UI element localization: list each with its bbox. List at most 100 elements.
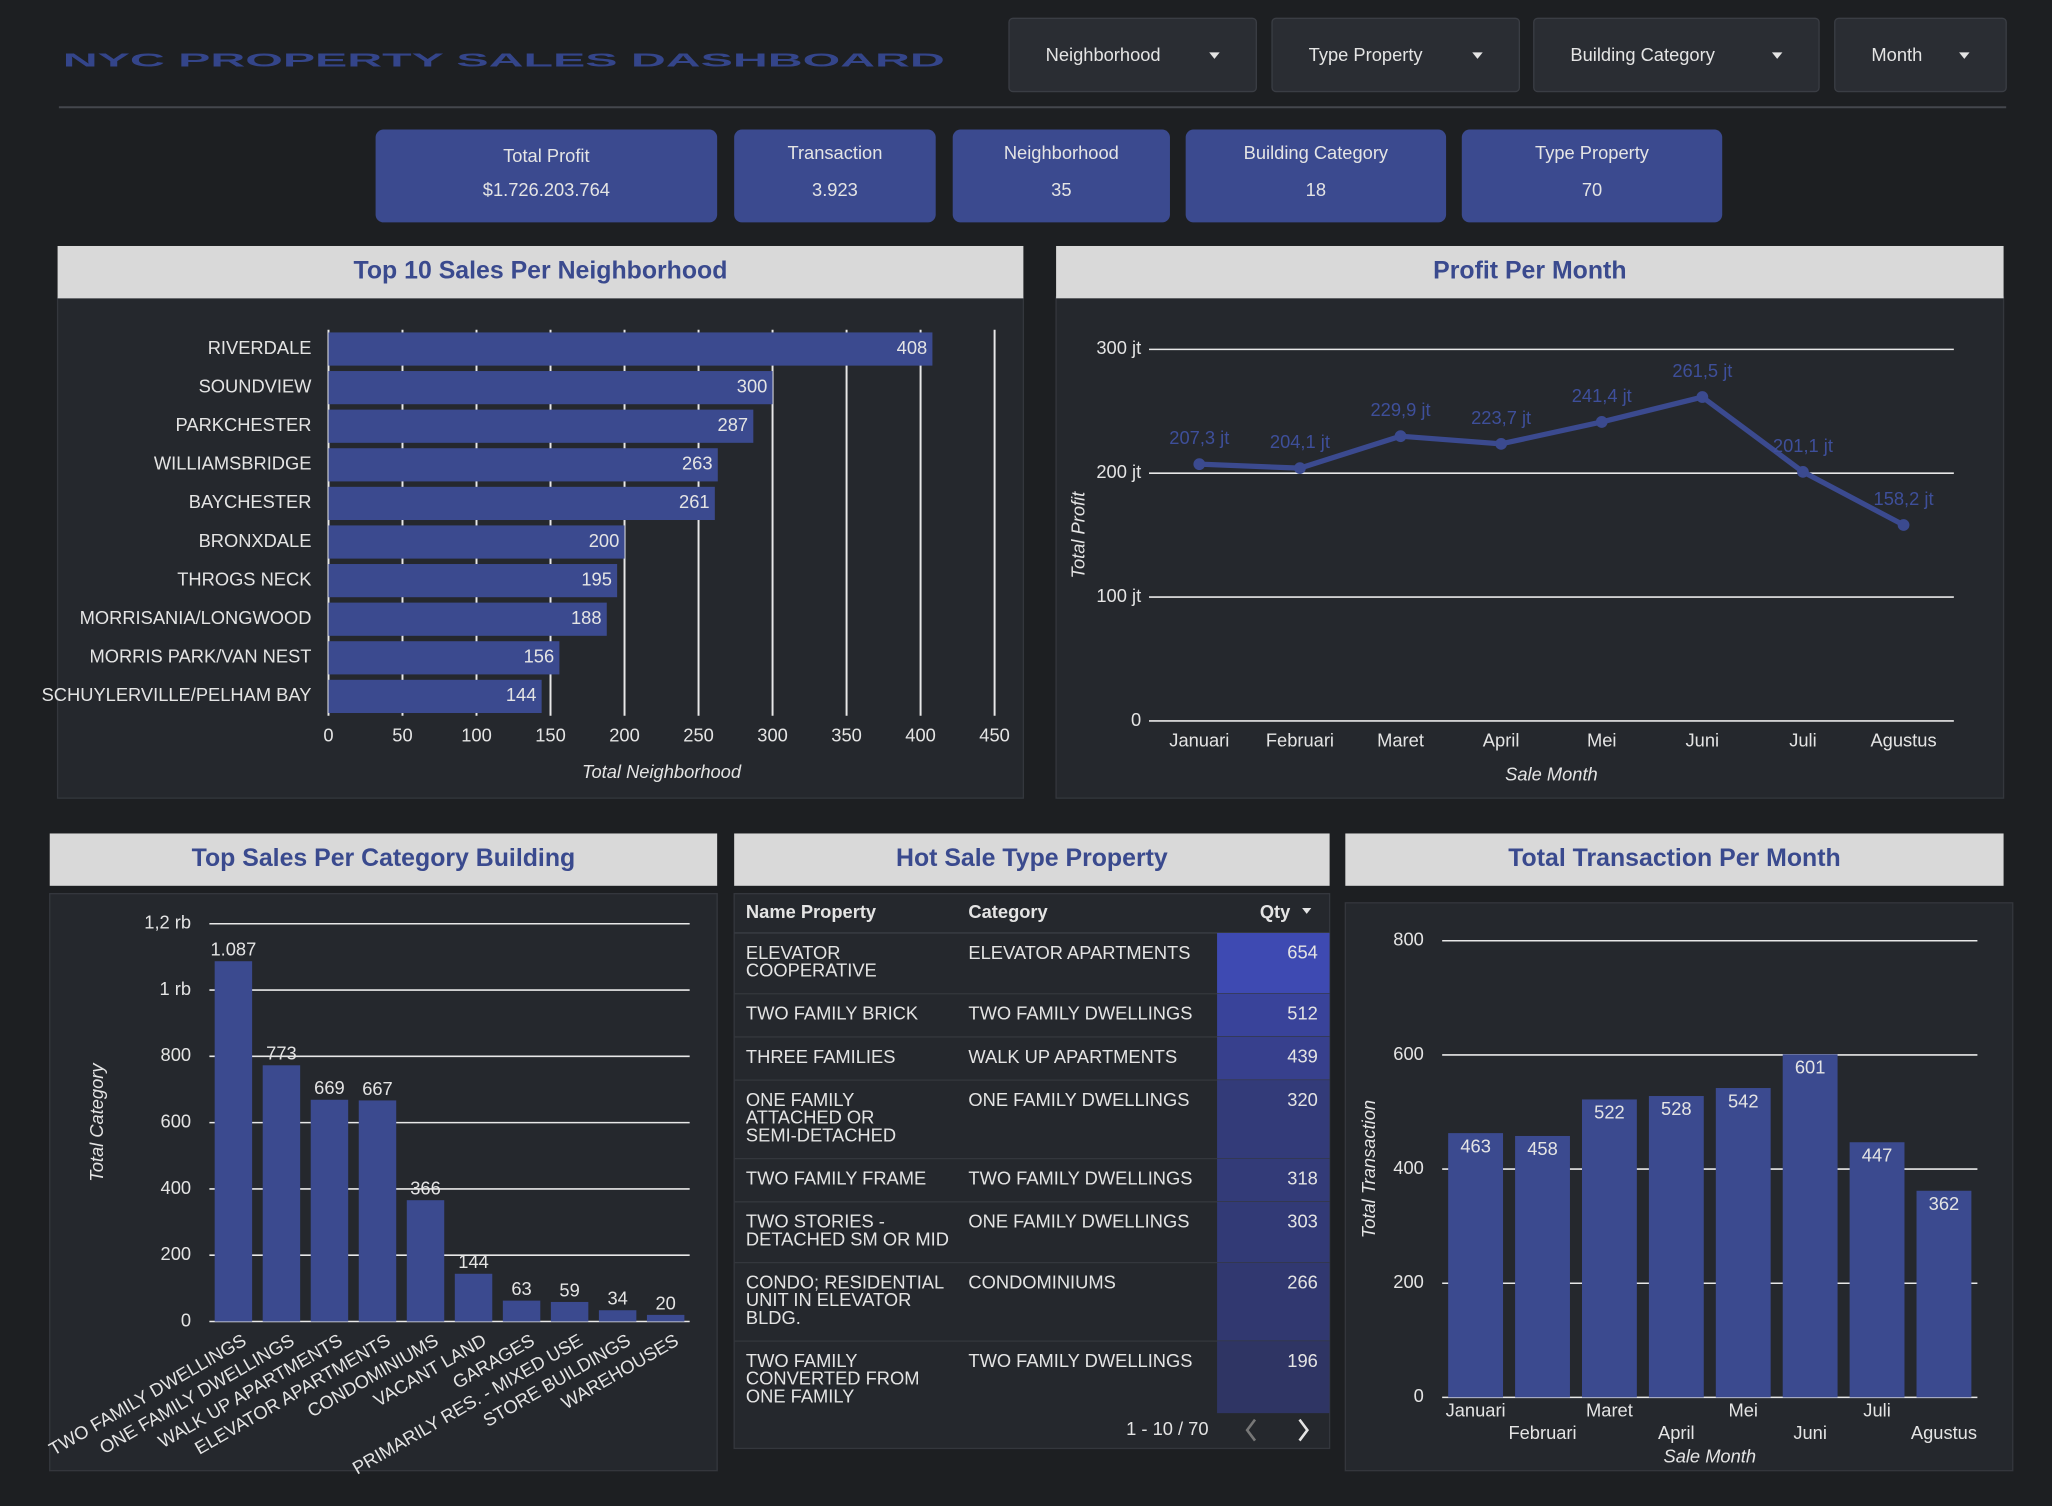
value-label: 362: [1929, 1193, 1960, 1214]
y-tick-label: 0: [181, 1309, 191, 1330]
x-tick-label: 250: [683, 724, 714, 745]
column-header: Category: [968, 901, 1048, 922]
point: [1696, 391, 1709, 403]
kpi-card: [1185, 129, 1447, 223]
point: [1294, 462, 1306, 475]
panel-title: Profit Per Month: [1433, 257, 1626, 285]
cell-qty: 320: [1287, 1089, 1318, 1110]
filter-label: Month: [1871, 44, 1922, 65]
value-label: 241,4 jt: [1572, 385, 1632, 406]
value-label: 773: [266, 1043, 297, 1064]
cell-qty: 512: [1287, 1003, 1318, 1024]
x-tick-label: 50: [392, 724, 412, 745]
kpi-card: [952, 129, 1170, 223]
x-tick-label: Januari: [1446, 1400, 1506, 1421]
y-tick-label: SOUNDVIEW: [199, 375, 313, 396]
y-tick-label: 600: [161, 1110, 192, 1131]
y-tick-label: 0: [1131, 709, 1141, 730]
bar: [328, 525, 625, 559]
value-label: 63: [511, 1278, 531, 1299]
bar: [328, 409, 754, 443]
point: [1797, 465, 1809, 478]
y-tick-label: RIVERDALE: [208, 337, 312, 358]
y-tick-label: BRONXDALE: [199, 530, 312, 551]
bar: [214, 961, 253, 1322]
y-tick-label: 600: [1393, 1043, 1424, 1064]
panel-title: Total Transaction Per Month: [1508, 844, 1840, 872]
value-label: 20: [655, 1292, 675, 1313]
value-label: 601: [1795, 1057, 1826, 1078]
bar: [310, 1099, 349, 1322]
line: [1199, 394, 1905, 528]
bar: [328, 679, 542, 714]
qty-cell: [1217, 1158, 1330, 1202]
x-tick-label: Februari: [1266, 730, 1334, 751]
bar: [328, 602, 607, 636]
value-label: 408: [897, 337, 928, 358]
y-tick-label: 100 jt: [1096, 585, 1141, 606]
kpi-label: Building Category: [1244, 142, 1389, 163]
y-tick-label: THROGS NECK: [177, 568, 311, 589]
y-tick-label: WILLIAMSBRIDGE: [154, 453, 312, 474]
cell-qty: 439: [1287, 1046, 1318, 1067]
x-tick-label: 350: [831, 724, 862, 745]
value-label: 528: [1661, 1098, 1692, 1119]
panel-title: Top 10 Sales Per Neighborhood: [354, 257, 728, 285]
bar: [502, 1300, 541, 1322]
bar: [328, 486, 715, 521]
filter-dropdown[interactable]: [1834, 17, 2007, 93]
cell-text: WALK UP APARTMENTS: [968, 1046, 1177, 1067]
cell-text: ONE FAMILY DWELLINGS: [968, 1211, 1189, 1232]
filter-dropdown[interactable]: [1008, 17, 1257, 93]
cell-qty: 266: [1287, 1271, 1318, 1292]
x-tick-label: 450: [979, 724, 1010, 745]
value-label: 463: [1460, 1135, 1491, 1156]
kpi-label: Transaction: [787, 142, 882, 163]
filter-dropdown[interactable]: [1533, 17, 1820, 93]
cell-text: ONE FAMILY DWELLINGS: [968, 1089, 1189, 1110]
point: [1897, 519, 1910, 531]
qty-cell: [1217, 1341, 1330, 1414]
x-axis-title: Sale Month: [1663, 1445, 1756, 1466]
y-tick-label: 300 jt: [1096, 337, 1141, 358]
cell-qty: 318: [1287, 1167, 1318, 1188]
panel-title-bar: [734, 833, 1330, 886]
bar: [598, 1310, 637, 1322]
value-label: 447: [1862, 1144, 1893, 1165]
x-tick-label: Maret: [1586, 1400, 1633, 1421]
x-tick-label: Februari: [1508, 1422, 1576, 1443]
value-label: 229,9 jt: [1371, 399, 1431, 420]
bar: [1916, 1190, 1972, 1398]
bar: [262, 1065, 301, 1322]
x-tick-label: Juni: [1793, 1422, 1827, 1443]
cell-text: TWO FAMILY CONVERTED FROM ONE FAMILY: [746, 1350, 920, 1406]
kpi-value: 70: [1582, 179, 1602, 200]
cell-qty: 654: [1287, 942, 1318, 963]
value-label: 156: [524, 646, 555, 667]
page-prev[interactable]: [1245, 1418, 1257, 1442]
kpi-value: $1.726.203.764: [483, 179, 610, 200]
kpi-card: [1461, 129, 1723, 223]
bar: [1515, 1135, 1570, 1398]
value-label: 201,1 jt: [1773, 435, 1833, 456]
dropdown-caret: [1771, 52, 1783, 59]
y-axis-title: Total Transaction: [1358, 1100, 1379, 1238]
y-tick-label: BAYCHESTER: [189, 491, 312, 512]
y-tick-label: 1 rb: [160, 978, 192, 999]
cell-text: TWO FAMILY DWELLINGS: [968, 1167, 1192, 1188]
panel-title-bar: [57, 245, 1024, 299]
page-next[interactable]: [1298, 1418, 1310, 1442]
bar: [1648, 1096, 1704, 1398]
x-tick-label: 150: [535, 724, 566, 745]
y-tick-label: 800: [1393, 929, 1424, 950]
cell-text: CONDO; RESIDENTIAL UNIT IN ELEVATOR BLDG.: [746, 1271, 944, 1327]
value-label: 669: [314, 1077, 345, 1098]
table-body: ELEVATOR COOPERATIVE ELEVATOR APARTMENTS 65…: [734, 932, 1330, 1414]
filter-dropdown[interactable]: [1271, 17, 1521, 93]
value-label: 188: [571, 607, 602, 628]
bar: [328, 371, 773, 405]
bar: [646, 1314, 685, 1322]
value-label: 458: [1527, 1138, 1558, 1159]
cell-text: TWO FAMILY DWELLINGS: [968, 1003, 1192, 1024]
